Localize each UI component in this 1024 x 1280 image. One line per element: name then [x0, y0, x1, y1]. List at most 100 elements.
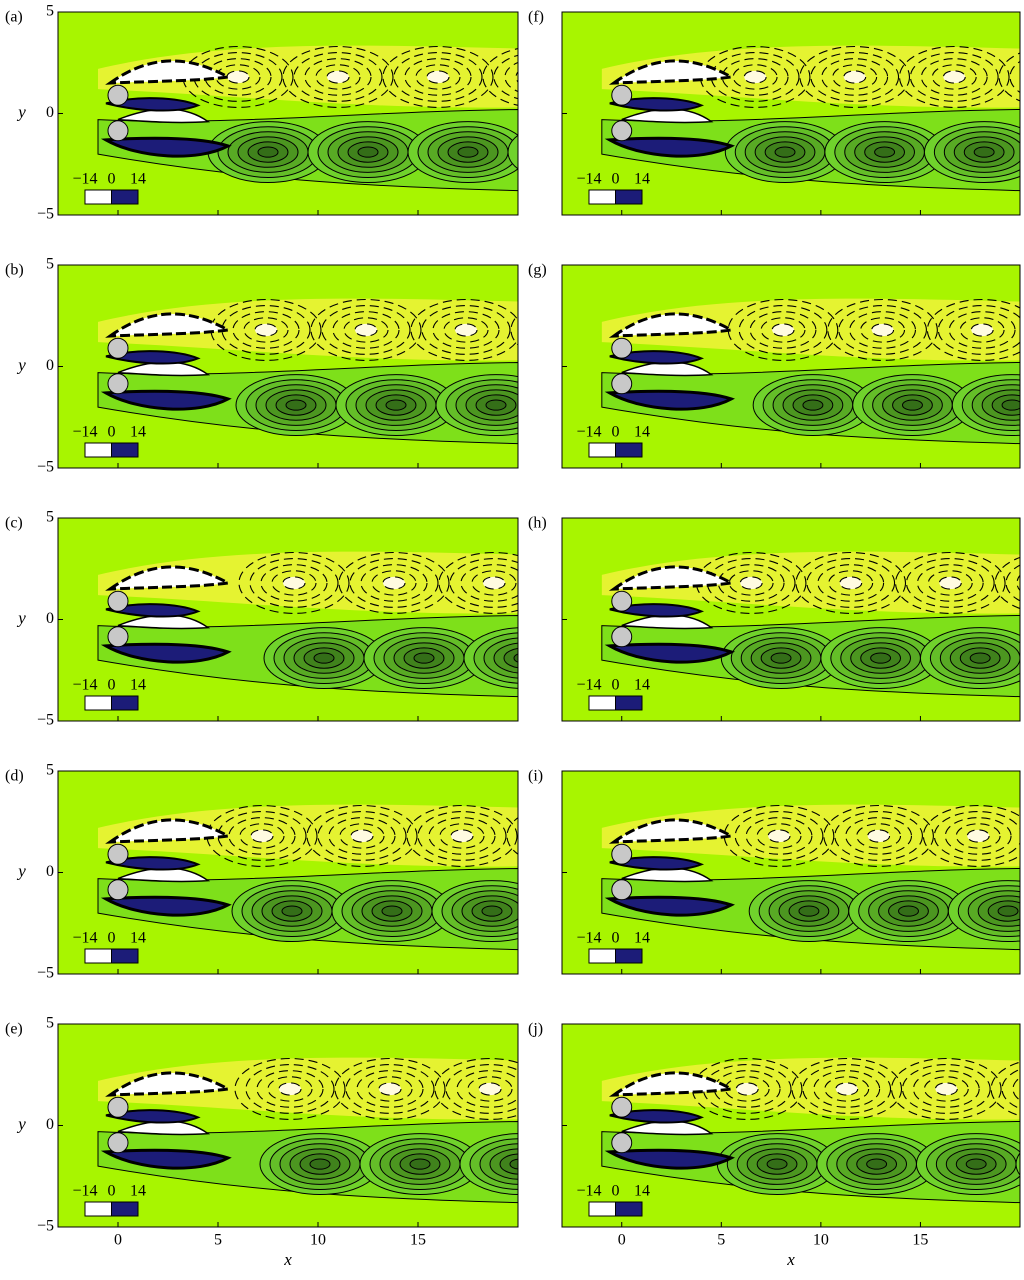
panel-label: (d) — [5, 768, 24, 785]
y-tick-label: 0 — [46, 357, 54, 374]
upper-vortex — [451, 830, 473, 842]
x-axis-label: x — [283, 1250, 292, 1269]
colorbar-label: 14 — [130, 171, 146, 188]
upper-vortex — [971, 324, 993, 336]
y-tick-label: −5 — [37, 1218, 54, 1235]
lower-vortex — [458, 147, 478, 157]
colorbar-label: 0 — [108, 424, 116, 441]
colorbar-label: 0 — [612, 171, 620, 188]
upper-vortex — [427, 71, 449, 83]
lower-vortex — [803, 400, 823, 410]
cylinder — [612, 85, 632, 105]
lower-vortex — [386, 400, 406, 410]
colorbar-swatch — [112, 190, 139, 204]
upper-vortex — [527, 71, 549, 83]
colorbar-label: −14 — [72, 930, 97, 947]
lower-vortex — [314, 653, 334, 663]
lower-vortex — [482, 906, 502, 916]
cylinder — [612, 1097, 632, 1117]
y-tick-label: −5 — [37, 459, 54, 476]
upper-vortex — [840, 577, 862, 589]
lower-vortex — [974, 147, 994, 157]
colorbar-swatch — [616, 949, 643, 963]
colorbar-swatch — [589, 696, 616, 710]
x-tick-label: 15 — [410, 1232, 426, 1249]
lower-vortex — [771, 653, 791, 663]
lower-vortex — [410, 1159, 430, 1169]
lower-vortex — [966, 1159, 986, 1169]
panel-label: (g) — [528, 262, 547, 279]
upper-vortex — [327, 71, 349, 83]
cylinder — [108, 627, 128, 647]
colorbar-swatch — [589, 190, 616, 204]
panel-label: (b) — [5, 262, 24, 279]
colorbar-label: 0 — [612, 677, 620, 694]
colorbar-label: 0 — [108, 677, 116, 694]
colorbar-swatch — [85, 443, 112, 457]
upper-vortex — [283, 577, 305, 589]
lower-vortex — [767, 1159, 787, 1169]
colorbar-label: −14 — [72, 677, 97, 694]
x-tick-label: 5 — [214, 1232, 222, 1249]
cylinder — [612, 627, 632, 647]
colorbar-swatch — [85, 190, 112, 204]
upper-vortex — [740, 577, 762, 589]
colorbar-label: 14 — [130, 930, 146, 947]
colorbar-label: 14 — [634, 171, 650, 188]
y-tick-label: −5 — [37, 965, 54, 982]
y-axis-label: y — [16, 102, 26, 121]
panel — [562, 1024, 1024, 1227]
panel — [562, 518, 1024, 721]
lower-vortex — [998, 906, 1018, 916]
colorbar-swatch — [589, 1202, 616, 1216]
panel-label: (e) — [5, 1021, 23, 1038]
cylinder — [108, 1133, 128, 1153]
colorbar-label: 14 — [130, 677, 146, 694]
lower-vortex — [875, 147, 895, 157]
y-axis-label: y — [16, 608, 26, 627]
colorbar-swatch — [85, 1202, 112, 1216]
cylinder — [108, 844, 128, 864]
y-tick-label: 5 — [46, 3, 54, 20]
x-tick-label: 0 — [618, 1232, 626, 1249]
panel-label: (i) — [528, 768, 543, 785]
y-tick-label: 5 — [46, 256, 54, 273]
panel — [562, 265, 1024, 468]
colorbar-swatch — [616, 443, 643, 457]
x-tick-label: 5 — [717, 1232, 725, 1249]
upper-vortex — [355, 324, 377, 336]
upper-vortex — [772, 324, 794, 336]
lower-vortex — [1002, 400, 1022, 410]
colorbar-label: 0 — [612, 424, 620, 441]
colorbar-swatch — [112, 949, 139, 963]
colorbar-swatch — [85, 949, 112, 963]
lower-vortex — [871, 653, 891, 663]
colorbar-swatch — [616, 696, 643, 710]
colorbar-label: 0 — [108, 930, 116, 947]
y-tick-label: 5 — [46, 1015, 54, 1032]
cylinder — [108, 591, 128, 611]
colorbar-label: −14 — [576, 677, 601, 694]
lower-vortex — [514, 653, 534, 663]
panel-label: (j) — [528, 1021, 543, 1038]
upper-vortex — [943, 71, 965, 83]
cylinder — [108, 338, 128, 358]
colorbar-swatch — [112, 443, 139, 457]
colorbar-label: −14 — [576, 1183, 601, 1200]
colorbar-swatch — [85, 696, 112, 710]
panel-label: (h) — [528, 515, 547, 532]
colorbar-label: 0 — [108, 1183, 116, 1200]
cylinder — [108, 374, 128, 394]
lower-vortex — [775, 147, 795, 157]
cylinder — [612, 338, 632, 358]
lower-vortex — [970, 653, 990, 663]
x-tick-label: 0 — [114, 1232, 122, 1249]
y-tick-label: 0 — [46, 104, 54, 121]
y-tick-label: 0 — [46, 1116, 54, 1133]
colorbar-label: 0 — [108, 171, 116, 188]
upper-vortex — [479, 1083, 501, 1095]
x-tick-label: 10 — [813, 1232, 829, 1249]
cylinder — [612, 591, 632, 611]
upper-vortex — [279, 1083, 301, 1095]
upper-vortex — [483, 577, 505, 589]
